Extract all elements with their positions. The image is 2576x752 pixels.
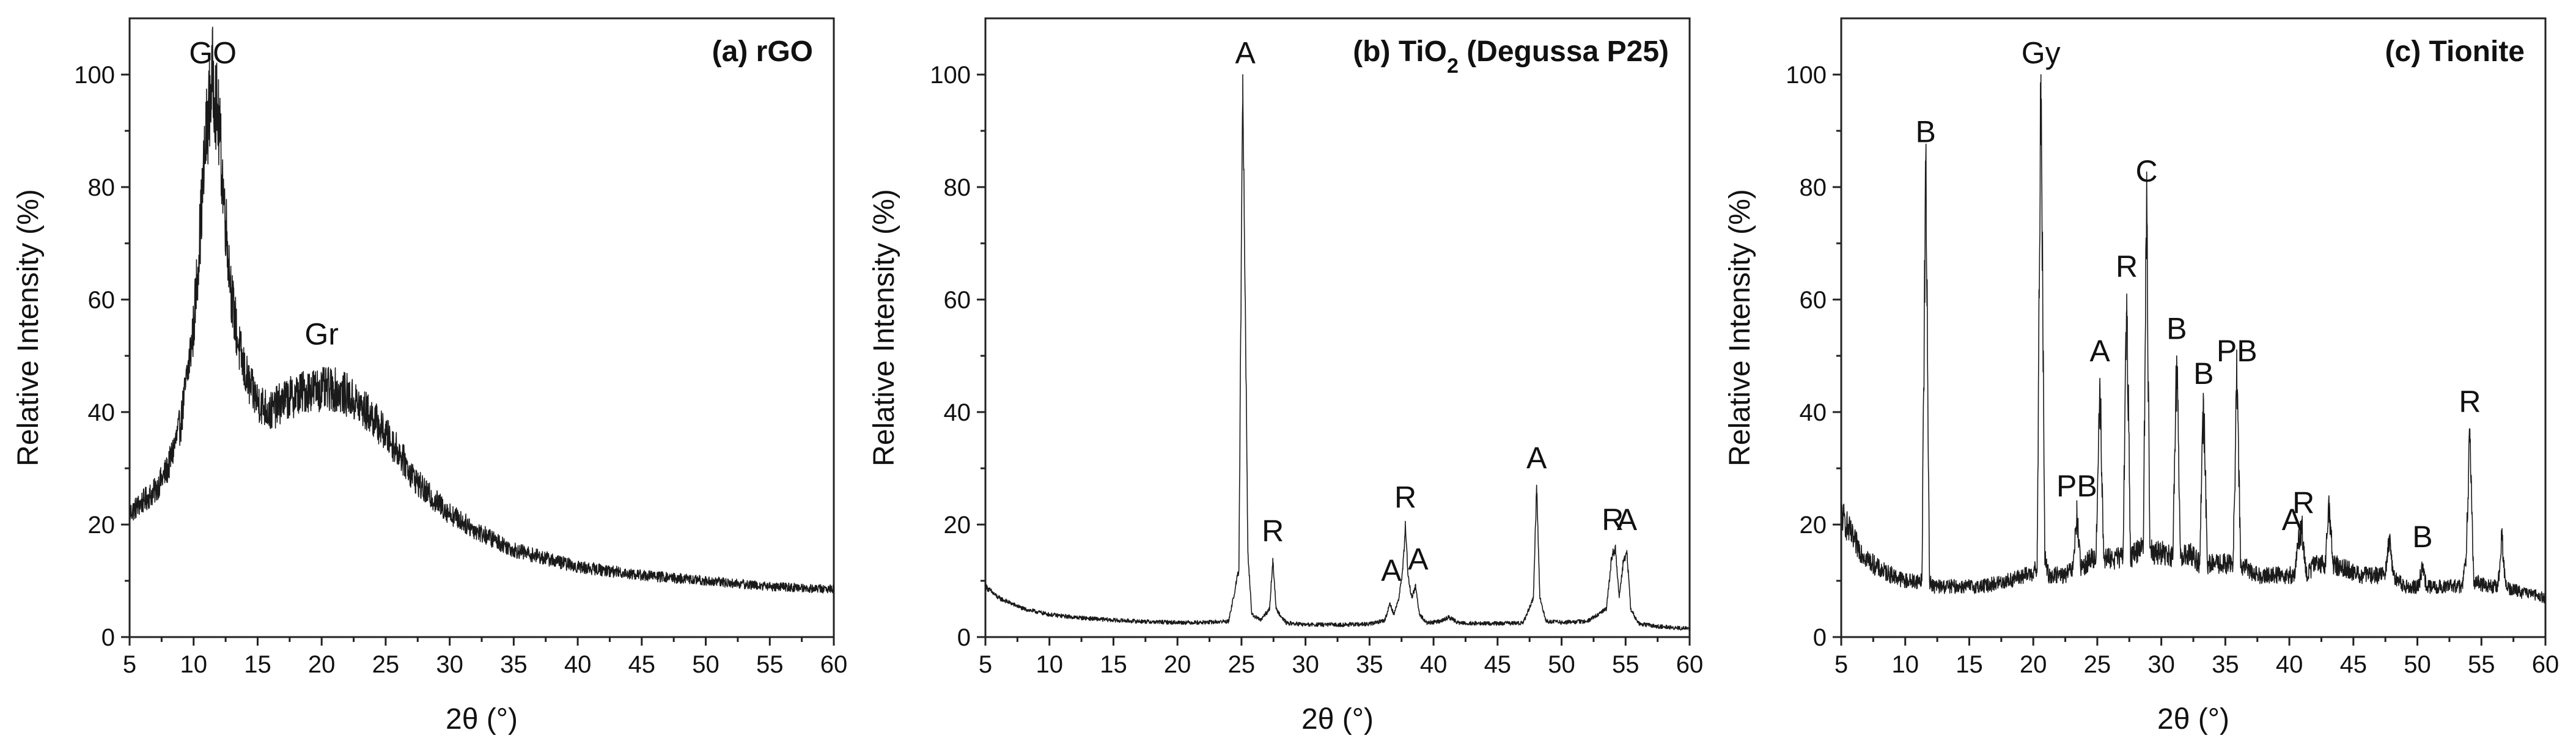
- x-tick-label: 35: [2212, 651, 2239, 678]
- y-tick-label: 60: [88, 287, 116, 314]
- x-tick-label: 60: [2532, 651, 2559, 678]
- peak-label: Gy: [2022, 36, 2061, 70]
- peak-label: Gr: [304, 317, 339, 352]
- y-tick-label: 60: [944, 287, 971, 314]
- y-tick-label: 20: [944, 512, 971, 539]
- x-tick-label: 25: [372, 651, 400, 678]
- x-tick-label: 15: [1100, 651, 1127, 678]
- peak-label: A: [1381, 553, 1402, 588]
- y-tick-label: 40: [944, 399, 971, 426]
- peak-label: A: [1408, 542, 1429, 577]
- y-tick-label: 60: [1800, 287, 1827, 314]
- x-tick-label: 45: [2340, 651, 2368, 678]
- x-tick-label: 50: [2404, 651, 2431, 678]
- peak-label: B: [2412, 520, 2432, 554]
- x-tick-label: 40: [564, 651, 592, 678]
- peak-label: R: [2292, 486, 2314, 520]
- panel-2: 5 10 15 20 25 30 35 40 45 50 55 60 0 20 40 60 80 100 2θ (°…: [868, 17, 1704, 735]
- x-tick-label: 20: [308, 651, 336, 678]
- x-tick-label: 25: [1228, 651, 1256, 678]
- panel-3: 5 10 15 20 25 30 35 40 45 50 55 60 0 20 40 60 80 100 2θ (°…: [1724, 17, 2559, 735]
- plot-frame: [984, 17, 1691, 638]
- y-tick-label: 0: [101, 624, 115, 651]
- x-axis-label: 2θ (°): [2157, 703, 2229, 735]
- panel-title: (b) TiO2 (Degussa P25): [1353, 35, 1669, 78]
- x-tick-label: 55: [1612, 651, 1639, 678]
- x-tick-label: 5: [123, 651, 136, 678]
- y-tick-label: 100: [1786, 62, 1827, 89]
- y-tick-label: 80: [88, 174, 116, 201]
- x-tick-label: 55: [2468, 651, 2495, 678]
- x-tick-label: 20: [2020, 651, 2047, 678]
- peak-label: A: [2282, 503, 2303, 537]
- xrd-trace: [1841, 74, 2546, 603]
- x-tick-label: 40: [2276, 651, 2303, 678]
- peak-label: R: [1262, 514, 1284, 548]
- xrd-trace: [129, 26, 834, 594]
- peak-label: PB: [2217, 334, 2258, 368]
- peak-label: B: [1916, 114, 1936, 149]
- x-tick-label: 45: [628, 651, 656, 678]
- x-tick-label: 50: [1548, 651, 1575, 678]
- y-tick-label: 40: [1800, 399, 1827, 426]
- peak-label: GO: [189, 36, 237, 70]
- panel-title: (a) rGO: [712, 35, 813, 68]
- y-axis-label: Relative Intensity (%): [868, 189, 900, 466]
- peak-label: R: [1602, 503, 1624, 537]
- peak-label: R: [1394, 480, 1416, 514]
- y-tick-label: 20: [88, 512, 116, 539]
- x-tick-label: 30: [1292, 651, 1319, 678]
- x-tick-label: 10: [180, 651, 207, 678]
- x-tick-label: 15: [1956, 651, 1983, 678]
- x-tick-label: 25: [2084, 651, 2111, 678]
- x-tick-label: 15: [244, 651, 271, 678]
- x-tick-label: 5: [1834, 651, 1848, 678]
- peak-label: C: [2135, 154, 2157, 188]
- x-tick-label: 55: [756, 651, 784, 678]
- peak-label: A: [2089, 334, 2110, 368]
- y-tick-label: 100: [74, 62, 115, 89]
- peak-label: B: [2193, 356, 2214, 391]
- x-tick-label: 35: [500, 651, 528, 678]
- x-axis-label: 2θ (°): [446, 703, 518, 735]
- x-tick-label: 5: [979, 651, 992, 678]
- x-tick-label: 60: [1676, 651, 1704, 678]
- x-tick-label: 10: [1036, 651, 1063, 678]
- y-tick-label: 0: [957, 624, 971, 651]
- y-tick-label: 100: [930, 62, 971, 89]
- x-tick-label: 40: [1420, 651, 1448, 678]
- peak-label: R: [2116, 249, 2138, 284]
- y-tick-label: 40: [88, 399, 116, 426]
- x-tick-label: 10: [1891, 651, 1919, 678]
- peak-label: A: [1235, 36, 1256, 70]
- panel-1: 5 10 15 20 25 30 35 40 45 50 55 60 0 20 40 60 80 100 2θ (°…: [12, 17, 848, 735]
- peak-label: R: [2459, 385, 2481, 419]
- x-tick-label: 35: [1356, 651, 1383, 678]
- panel-title: (c) Tionite: [2385, 35, 2525, 68]
- x-tick-label: 20: [1164, 651, 1191, 678]
- y-tick-label: 80: [944, 174, 971, 201]
- peak-label: PB: [2056, 469, 2097, 503]
- peak-label: B: [2166, 311, 2187, 345]
- x-tick-label: 30: [436, 651, 463, 678]
- y-tick-label: 80: [1800, 174, 1827, 201]
- peak-label: A: [1617, 503, 1638, 537]
- x-tick-label: 60: [820, 651, 848, 678]
- y-tick-label: 20: [1800, 512, 1827, 539]
- x-tick-label: 45: [1484, 651, 1512, 678]
- y-axis-label: Relative Intensity (%): [1724, 189, 1756, 466]
- y-tick-label: 0: [1813, 624, 1827, 651]
- x-axis-label: 2θ (°): [1301, 703, 1374, 735]
- plot-frame: [1840, 17, 2547, 638]
- x-tick-label: 30: [2147, 651, 2175, 678]
- xrd-trace: [985, 74, 1690, 631]
- x-tick-label: 50: [692, 651, 719, 678]
- peak-label: A: [1526, 441, 1547, 475]
- y-axis-label: Relative Intensity (%): [12, 189, 45, 466]
